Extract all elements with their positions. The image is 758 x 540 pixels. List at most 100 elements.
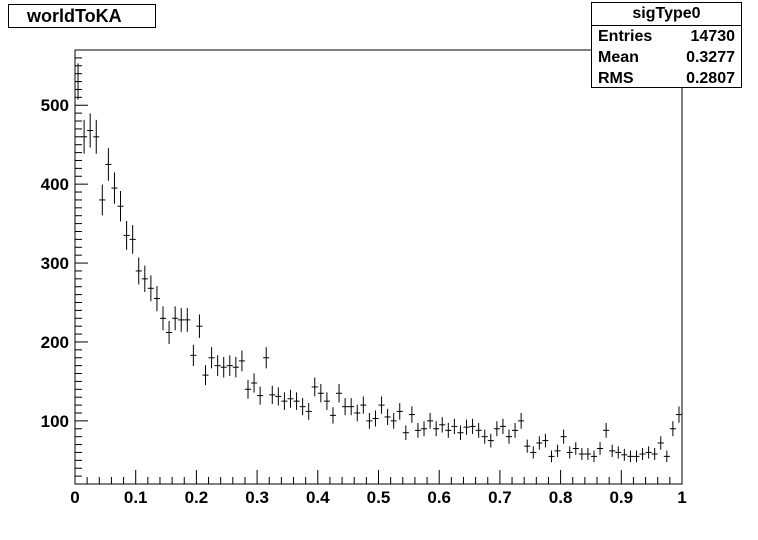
data-point xyxy=(645,446,652,459)
data-point xyxy=(530,446,537,459)
data-point xyxy=(178,307,185,332)
data-point xyxy=(518,412,525,429)
data-point xyxy=(603,422,610,438)
data-point xyxy=(390,412,397,429)
data-point xyxy=(536,436,543,450)
data-point xyxy=(499,418,506,435)
y-axis: 100 200 300 400 500 xyxy=(41,57,88,477)
data-point xyxy=(639,448,646,461)
data-point xyxy=(172,306,179,331)
stats-key: Mean xyxy=(598,49,639,66)
x-tick-label: 0.9 xyxy=(609,488,633,507)
x-tick-label: 0.8 xyxy=(549,488,573,507)
data-point xyxy=(184,307,191,332)
data-point xyxy=(196,314,203,338)
data-point xyxy=(232,356,239,378)
data-point xyxy=(554,444,561,458)
data-point xyxy=(226,355,233,376)
data-point xyxy=(129,225,136,254)
data-point xyxy=(651,448,658,461)
data-point xyxy=(463,419,470,435)
data-point xyxy=(311,377,318,397)
x-tick-label: 0.3 xyxy=(245,488,269,507)
data-point xyxy=(396,403,403,420)
data-point xyxy=(251,373,258,393)
data-point xyxy=(269,385,276,404)
data-point xyxy=(159,306,167,331)
data-point xyxy=(141,265,148,293)
data-point xyxy=(560,429,567,444)
data-point xyxy=(633,450,640,463)
y-tick-label: 500 xyxy=(41,96,69,115)
data-point xyxy=(317,384,324,403)
x-tick-label: 1 xyxy=(677,488,686,507)
data-point xyxy=(663,450,670,463)
stats-row-entries: Entries 14730 xyxy=(592,26,741,47)
stats-row-rms: RMS 0.2807 xyxy=(592,68,741,89)
x-tick-label: 0.7 xyxy=(488,488,512,507)
data-point xyxy=(572,442,579,455)
data-point xyxy=(329,407,337,424)
stats-key: RMS xyxy=(598,70,634,87)
data-point xyxy=(99,184,106,216)
data-point xyxy=(475,422,482,438)
data-point xyxy=(402,425,409,440)
y-tick-label: 400 xyxy=(41,175,69,194)
data-point xyxy=(615,446,622,459)
x-tick-label: 0 xyxy=(70,488,79,507)
histogram-title-text: worldToKA xyxy=(27,6,122,26)
data-point xyxy=(493,421,500,437)
stats-box: sigType0 Entries 14730 Mean 0.3277 RMS 0… xyxy=(591,2,742,88)
data-point xyxy=(408,406,415,423)
data-point xyxy=(524,439,531,453)
data-point xyxy=(609,444,616,458)
data-point xyxy=(445,422,452,438)
data-point xyxy=(657,436,664,450)
data-point xyxy=(147,275,154,302)
data-point xyxy=(135,257,142,285)
x-tick-label: 0.5 xyxy=(367,488,391,507)
data-point xyxy=(123,220,130,250)
data-point xyxy=(378,396,385,414)
data-point xyxy=(275,387,282,406)
x-tick-label: 0.1 xyxy=(124,488,148,507)
x-tick-label: 0.6 xyxy=(427,488,451,507)
data-point xyxy=(281,392,288,410)
data-point xyxy=(348,398,355,416)
data-point xyxy=(214,355,221,376)
data-point xyxy=(512,422,519,438)
data-point xyxy=(427,412,434,429)
data-point xyxy=(457,425,464,440)
data-point xyxy=(342,398,349,416)
data-point xyxy=(166,321,173,344)
data-point xyxy=(566,446,573,459)
data-point xyxy=(105,148,112,181)
data-point xyxy=(675,406,682,423)
data-point xyxy=(293,392,300,410)
data-point xyxy=(323,392,330,410)
stats-value: 0.3277 xyxy=(686,49,735,66)
data-point xyxy=(153,285,160,312)
data-point xyxy=(597,442,604,455)
data-point xyxy=(439,417,446,433)
data-point xyxy=(481,429,488,444)
data-point xyxy=(487,433,494,448)
y-tick-label: 200 xyxy=(41,333,69,352)
stats-value: 0.2807 xyxy=(686,70,735,87)
data-point xyxy=(451,418,458,435)
data-point xyxy=(244,379,252,399)
stats-row-mean: Mean 0.3277 xyxy=(592,47,741,68)
data-point xyxy=(621,448,628,461)
data-point xyxy=(584,448,591,461)
data-point xyxy=(414,422,421,438)
data-point xyxy=(542,433,549,448)
x-axis: 0 0.1 0.2 0.3 0.4 0.5 0.6 0.7 0.8 0.9 1 xyxy=(70,470,687,507)
data-point xyxy=(627,450,634,463)
x-tick-label: 0.4 xyxy=(306,488,330,507)
histogram-title: worldToKA xyxy=(8,4,156,28)
data-point xyxy=(93,119,100,154)
x-tick-label: 0.2 xyxy=(185,488,209,507)
data-point xyxy=(257,386,264,405)
data-point xyxy=(354,404,361,422)
